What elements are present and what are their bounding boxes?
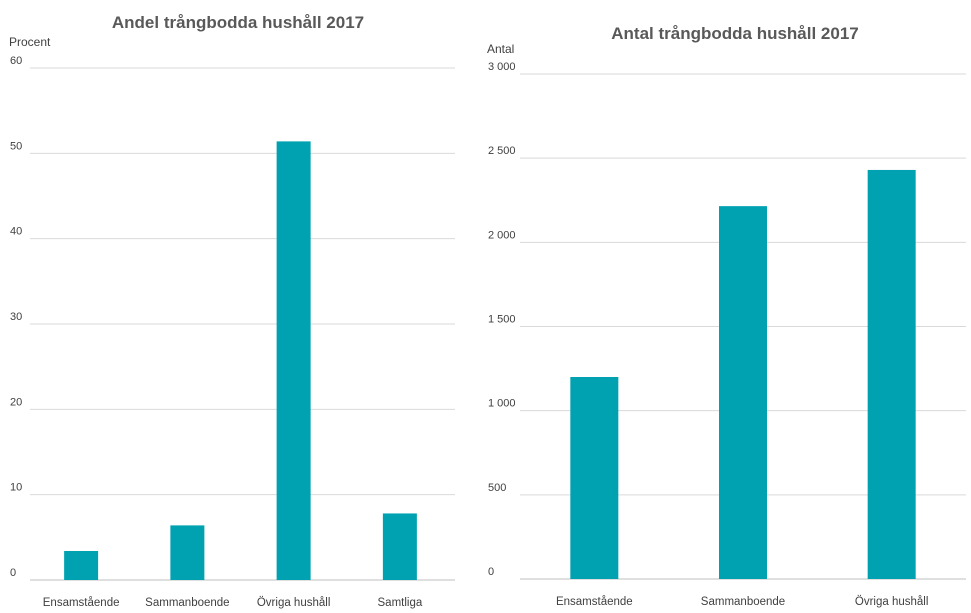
gridlines	[30, 67, 455, 581]
y-tick-labels: 0 10 20 30 40 50 60	[10, 55, 22, 579]
y-tick-label: 40	[10, 226, 22, 238]
y-tick-label: 30	[10, 311, 22, 323]
y-tick-label: 2 500	[488, 145, 516, 157]
y-tick-label: 60	[10, 55, 22, 67]
chart-title: Andel trångbodda hushåll 2017	[112, 13, 364, 32]
x-tick-labels: Ensamstående Sammanboende Övriga hushåll Sa…	[43, 597, 423, 609]
y-axis-label: Antal	[487, 42, 514, 56]
x-tick-label: Samtliga	[378, 597, 423, 609]
x-tick-label: Ensamstående	[556, 596, 633, 608]
y-tick-labels: 0 500 1 000 1 500 2 000 2 500 3 000	[488, 61, 516, 578]
y-tick-label: 500	[488, 482, 506, 494]
y-tick-label: 1 000	[488, 398, 516, 410]
bar	[276, 141, 311, 581]
bar	[170, 525, 205, 580]
x-tick-label: Ensamstående	[43, 597, 120, 609]
bar	[867, 169, 916, 579]
y-axis-label: Procent	[9, 35, 51, 49]
bar	[382, 513, 417, 580]
bar	[719, 206, 767, 579]
y-tick-label: 0	[10, 567, 16, 579]
x-tick-labels: Ensamstående Sammanboende Övriga hushåll	[556, 596, 928, 608]
x-tick-label: Sammanboende	[701, 596, 785, 608]
x-tick-label: Övriga hushåll	[257, 597, 331, 609]
bar	[570, 377, 619, 579]
y-tick-label: 1 500	[488, 314, 516, 326]
y-tick-label: 10	[10, 482, 22, 494]
y-tick-label: 0	[488, 566, 494, 578]
chart-left: Andel trångbodda hushåll 2017 Procent 0 1…	[9, 13, 455, 609]
y-tick-label: 20	[10, 396, 22, 408]
x-tick-label: Övriga hushåll	[855, 596, 929, 608]
y-tick-label: 2 000	[488, 229, 516, 241]
y-tick-label: 3 000	[488, 61, 516, 73]
bar	[64, 550, 99, 580]
bars	[64, 141, 417, 581]
chart-right: Antal trångbodda hushåll 2017 Antal 0 500…	[487, 24, 966, 608]
x-tick-label: Sammanboende	[145, 597, 229, 609]
chart-title: Antal trångbodda hushåll 2017	[611, 24, 859, 43]
y-tick-label: 50	[10, 140, 22, 152]
bars	[570, 169, 916, 579]
